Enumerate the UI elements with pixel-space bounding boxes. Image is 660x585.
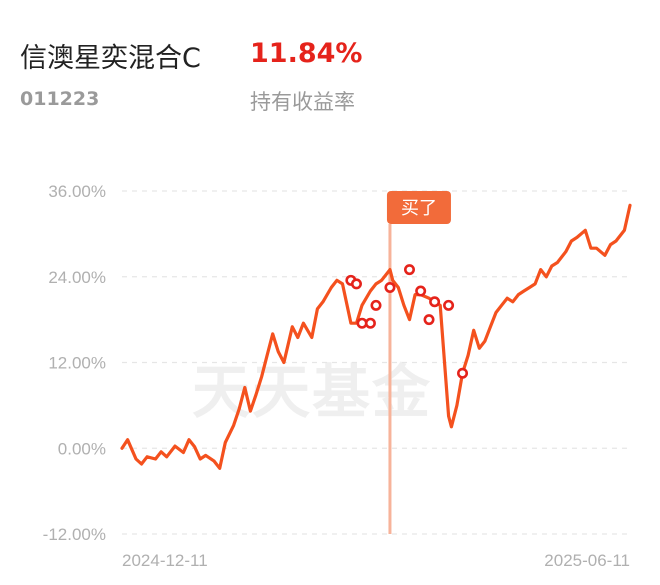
trade-point-marker[interactable] (364, 317, 376, 329)
trade-point-marker[interactable] (370, 299, 382, 311)
trade-point-marker[interactable] (423, 314, 435, 326)
y-tick-label: 12.00% (48, 354, 106, 373)
x-tick-label: 2024-12-11 (122, 551, 208, 570)
series-line (120, 203, 632, 470)
y-tick-label: 24.00% (48, 268, 106, 287)
y-tick-label: -12.00% (43, 525, 106, 544)
buy-marker-badge[interactable] (386, 191, 451, 224)
y-tick-label: 0.00% (58, 439, 106, 458)
trade-point-marker[interactable] (457, 367, 469, 379)
trade-point-marker[interactable] (403, 264, 415, 276)
fund-name: 信澳星奕混合C (20, 43, 201, 74)
x-tick-label: 2025-06-11 (544, 551, 630, 570)
return-series (120, 203, 632, 470)
watermark-text: 天天基金 (192, 358, 432, 426)
trade-point-marker[interactable] (350, 278, 362, 290)
y-tick-label: 36.00% (48, 182, 106, 201)
trade-point-marker[interactable] (415, 285, 427, 297)
trade-point-marker[interactable] (443, 299, 455, 311)
trade-point-marker[interactable] (384, 281, 396, 293)
trade-point-marker[interactable] (429, 296, 441, 308)
trade-point-markers[interactable] (345, 264, 469, 379)
holding-return-label: 持有收益率 (250, 90, 355, 114)
fund-code: 011223 (20, 88, 100, 110)
buy-marker-label: 买了 (401, 198, 437, 219)
y-axis-ticks: 36.00% 24.00% 12.00% 0.00% -12.00% (43, 182, 106, 544)
holding-return-value: 11.84% (250, 38, 363, 69)
x-axis-ticks: 2024-12-11 2025-06-11 (122, 551, 630, 570)
